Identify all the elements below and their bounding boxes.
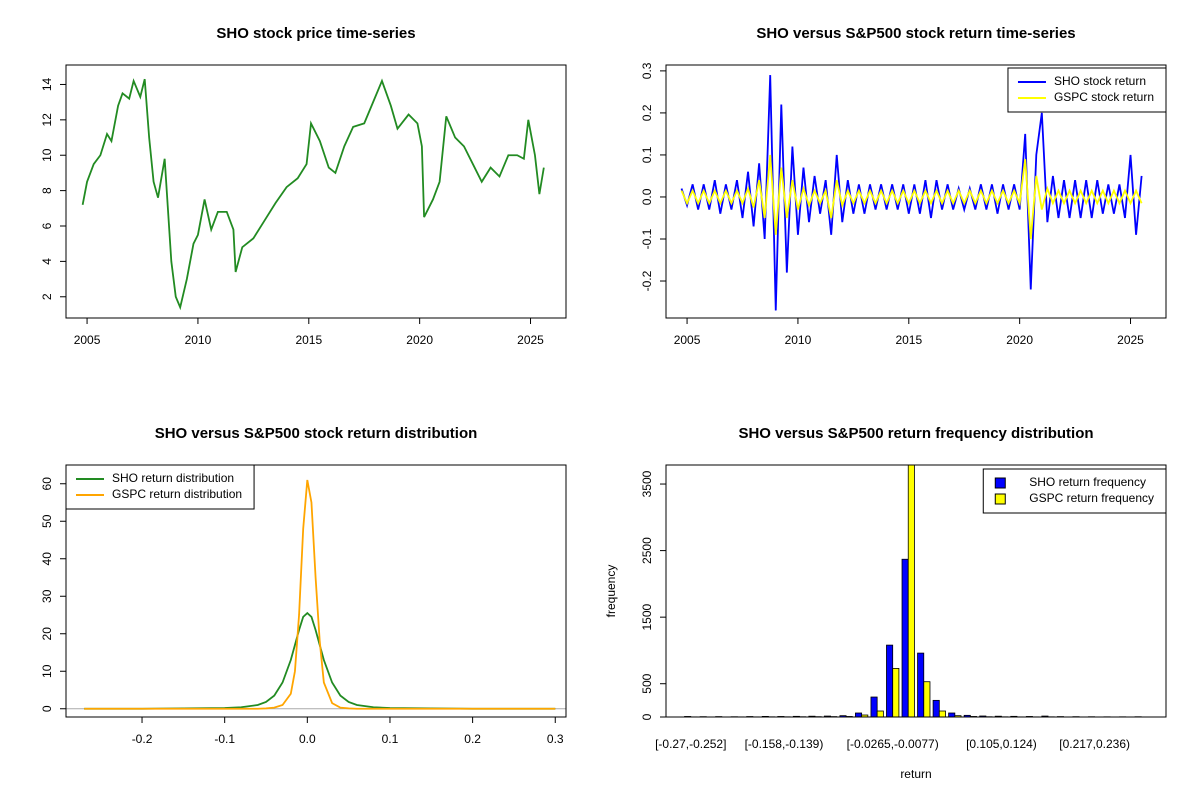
legend-label: GSPC return frequency [1029,491,1154,505]
legend: SHO return distribution GSPC return distr… [65,464,255,510]
y-tick-label: 4 [40,258,54,265]
bar [938,710,946,717]
bar [907,465,915,717]
x-tick-label: 2005 [674,333,701,347]
x-tick-label: 2015 [895,333,922,347]
x-tick-label: 2025 [517,333,544,347]
chart-title: SHO versus S&P500 stock return time-seri… [756,25,1075,42]
y-tick-label: 0.1 [640,146,654,163]
bar [917,652,925,717]
y-tick-label: 20 [40,627,54,641]
x-tick-label: [0.217,0.236) [1059,737,1130,751]
x-tick-label: -0.1 [214,732,235,746]
plot-area [84,479,556,710]
y-tick-label: 12 [40,113,54,127]
legend-label: GSPC return distribution [112,487,242,501]
bar [855,712,863,717]
series-line [680,154,1143,240]
x-tick-label: [-0.158,-0.139) [745,737,824,751]
x-tick-label: 2025 [1117,333,1144,347]
y-tick-label: 500 [640,673,654,693]
legend-label: SHO return distribution [112,471,234,485]
chart-title: SHO stock price time-series [216,25,415,42]
plot-frame [65,64,567,319]
y-tick-label: 14 [40,77,54,91]
legend-swatch [994,493,1006,505]
y-tick-label: 0 [40,705,54,712]
plot-frame [665,64,1167,319]
y-tick-label: 60 [40,477,54,491]
plot-frame [665,464,1167,718]
bar [886,644,894,717]
chart-title: SHO versus S&P500 stock return distribut… [155,425,478,442]
y-axis-label: frequency [604,565,618,618]
bar [870,696,878,717]
bar [876,710,884,717]
plot-frame [65,464,567,718]
series-line [84,611,556,710]
bar [923,681,931,717]
y-tick-label: 0.2 [640,104,654,121]
y-tick-label: 0 [640,713,654,720]
y-tick-label: 0.3 [640,62,654,79]
x-tick-label: [-0.27,-0.252] [655,737,726,751]
x-tick-label: 0.1 [382,732,399,746]
plot-area [680,75,1143,311]
x-tick-label: 2020 [406,333,433,347]
y-tick-label: 30 [40,589,54,603]
bar [932,699,940,717]
legend-box [65,464,255,510]
x-tick-label: [0.105,0.124) [966,737,1037,751]
y-tick-label: 2 [40,293,54,300]
x-tick-label: 2020 [1006,333,1033,347]
y-tick-label: 2500 [640,537,654,564]
x-tick-label: 2005 [74,333,101,347]
x-tick-label: 2015 [295,333,322,347]
y-tick-label: 8 [40,187,54,194]
y-tick-label: -0.2 [640,270,654,291]
plot-area [81,78,545,311]
x-axis-label: return [900,767,931,781]
panel: SHO stock price time-series 2 4 6 8 10 12 14 200… [40,25,567,347]
x-tick-label: 0.0 [299,732,316,746]
y-tick-label: 3500 [640,470,654,497]
y-tick-label: 0.0 [640,188,654,205]
y-tick-label: 40 [40,552,54,566]
y-tick-label: 6 [40,222,54,229]
x-tick-label: [-0.0265,-0.0077) [847,737,939,751]
x-tick-label: -0.2 [132,732,153,746]
x-tick-label: 0.3 [547,732,564,746]
legend-box [982,468,1167,514]
y-tick-label: 50 [40,514,54,528]
x-tick-label: 2010 [185,333,212,347]
bar [892,668,900,717]
chart-title: SHO versus S&P500 return frequency distr… [738,425,1093,442]
legend-label: SHO stock return [1054,74,1146,88]
y-tick-label: 10 [40,664,54,678]
legend-label: GSPC stock return [1054,90,1154,104]
legend-swatch [994,477,1006,489]
x-tick-label: 2010 [785,333,812,347]
legend-label: SHO return frequency [1029,475,1146,489]
panel: SHO versus S&P500 stock return distribut… [40,425,567,746]
legend-box [1007,67,1167,113]
y-tick-label: 1500 [640,603,654,630]
y-tick-label: 10 [40,148,54,162]
bar [861,714,869,717]
series-line [81,78,545,311]
panel: SHO versus S&P500 return frequency distr… [604,425,1167,781]
y-tick-label: -0.1 [640,228,654,249]
panel: SHO versus S&P500 stock return time-seri… [640,25,1167,347]
legend: SHO return frequency GSPC return frequenc… [982,468,1167,514]
bar [948,712,956,717]
legend: SHO stock return GSPC stock return [1007,67,1167,113]
x-tick-label: 0.2 [464,732,481,746]
series-line [84,479,556,710]
bar [901,558,909,717]
